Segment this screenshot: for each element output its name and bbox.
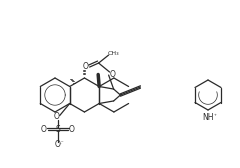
Text: S: S [55, 125, 60, 134]
Text: O: O [69, 124, 75, 134]
Text: ⁺: ⁺ [214, 114, 216, 118]
Text: O: O [55, 140, 61, 149]
Text: CH₃: CH₃ [108, 51, 120, 56]
Text: NH: NH [202, 113, 214, 121]
Text: ·⁻: ·⁻ [60, 141, 64, 146]
Text: O: O [83, 61, 89, 71]
Text: O: O [110, 70, 115, 79]
Text: O: O [41, 124, 47, 134]
Text: O: O [54, 112, 60, 121]
